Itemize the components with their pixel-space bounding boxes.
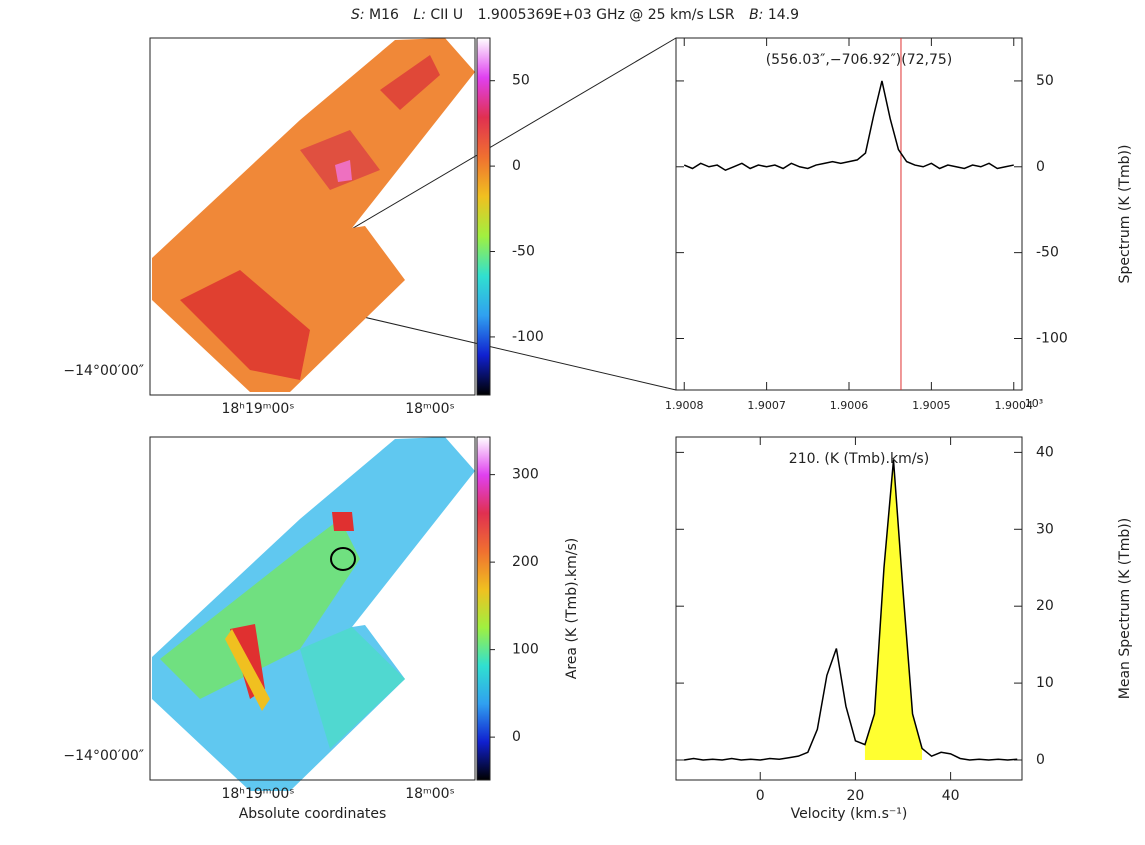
x-scale-label: 10³ <box>1025 397 1043 410</box>
plot-frame <box>675 37 1023 391</box>
colorbar-tick-label: -50 <box>512 244 535 260</box>
x-axis-label: Velocity (km.s⁻¹) <box>791 806 908 822</box>
x-tick-label: 18ᵐ00ˢ <box>405 401 455 417</box>
colorbar-tick-label: 100 <box>512 642 539 658</box>
annotation: (556.03″,−706.92″)(72,75) <box>766 52 953 68</box>
y-tick-label: 0 <box>1036 159 1045 175</box>
annotation: 210. (K (Tmb).km/s) <box>789 451 929 467</box>
colorbar-label: Area (K (Tmb).km/s) <box>564 538 580 679</box>
x-tick-label: 18ʰ19ᵐ00ˢ <box>221 401 294 417</box>
line: CII U <box>430 7 463 23</box>
y-axis-label: Spectrum (K (Tmb)) <box>1117 145 1133 284</box>
figure-title: S: M16 L: CII U 1.9005369E+03 GHz @ 25 k… <box>351 7 799 23</box>
y-tick-label: 10 <box>1036 675 1054 691</box>
y-tick-label: 20 <box>1036 598 1054 614</box>
map-patch <box>300 130 380 190</box>
x-tick-label: 0 <box>756 788 765 804</box>
map-patch <box>225 629 270 711</box>
contour <box>330 547 356 571</box>
x-tick-label: 18ᵐ00ˢ <box>405 786 455 802</box>
x-tick-label: 40 <box>942 788 960 804</box>
colorbar-tick-label: 300 <box>512 467 539 483</box>
colorbar <box>476 436 491 781</box>
map-patch <box>335 160 352 182</box>
y-tick-label: −14°00′00″ <box>63 363 144 379</box>
x-tick-label: 1.9006 <box>830 399 869 412</box>
spectrum-line <box>683 80 1014 172</box>
map-patch <box>180 270 310 380</box>
map-frame <box>149 37 476 396</box>
x-tick-label: 18ʰ19ᵐ00ˢ <box>221 786 294 802</box>
colorbar-tick-label: 50 <box>512 73 530 89</box>
x-tick-label: 1.9005 <box>912 399 951 412</box>
beam-key: B: <box>749 7 763 23</box>
integrated-area <box>864 460 923 761</box>
x-tick-label: 20 <box>847 788 865 804</box>
colorbar-tick-label: 0 <box>512 729 521 745</box>
y-tick-label: −14°00′00″ <box>63 748 144 764</box>
spectrum-line <box>683 460 1018 761</box>
y-tick-label: 50 <box>1036 73 1054 89</box>
x-tick-label: 1.9007 <box>747 399 786 412</box>
map-patch <box>380 55 440 110</box>
colorbar-tick-label: 0 <box>512 158 521 174</box>
colorbar <box>476 37 491 396</box>
map-patch <box>332 512 354 531</box>
y-tick-label: 40 <box>1036 444 1054 460</box>
colorbar-tick-label: -100 <box>512 329 544 345</box>
map-patch <box>160 519 360 699</box>
x-tick-label: 1.9008 <box>665 399 704 412</box>
map-region <box>152 38 475 392</box>
y-tick-label: 0 <box>1036 752 1045 768</box>
x-tick-label: 1.9004 <box>995 399 1034 412</box>
source-key: S: <box>351 7 365 23</box>
colorbar-tick-label: 200 <box>512 554 539 570</box>
line-key: L: <box>413 7 426 23</box>
source: M16 <box>369 7 399 23</box>
frequency: 1.9005369E+03 GHz @ 25 km/s LSR <box>478 7 735 23</box>
map-patch <box>300 627 405 749</box>
y-tick-label: 30 <box>1036 521 1054 537</box>
y-tick-label: -100 <box>1036 330 1068 346</box>
x-axis-label: Absolute coordinates <box>239 806 387 822</box>
map-frame <box>149 436 476 781</box>
beam: 14.9 <box>768 7 799 23</box>
y-axis-label: Mean Spectrum (K (Tmb)) <box>1117 518 1133 699</box>
y-tick-label: -50 <box>1036 245 1059 261</box>
plot-frame <box>675 436 1023 781</box>
